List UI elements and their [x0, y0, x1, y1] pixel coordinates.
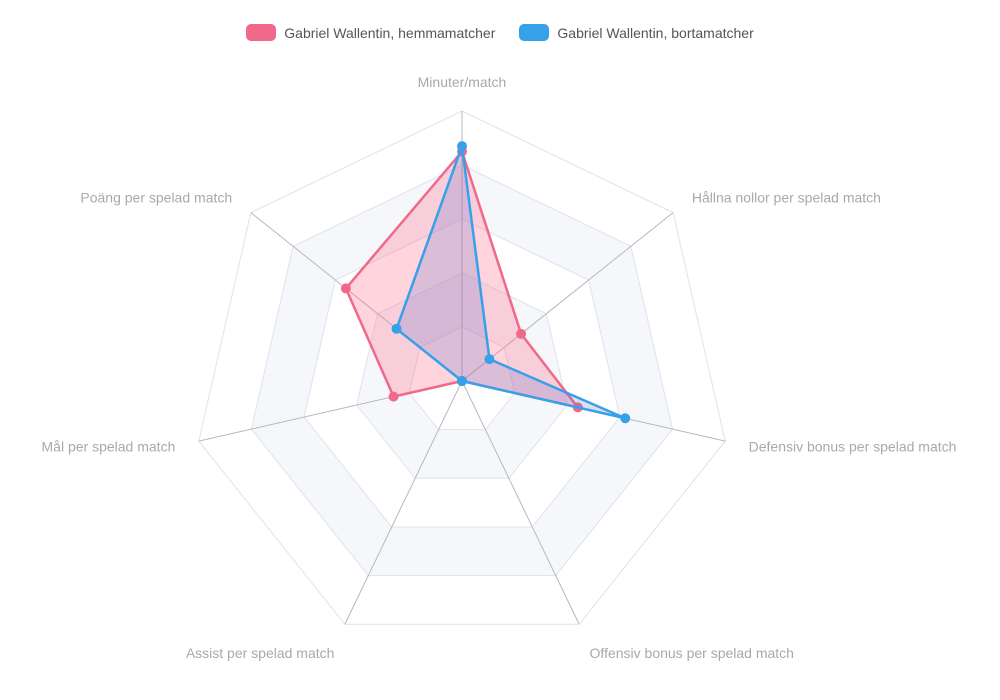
data-point	[457, 141, 467, 152]
axis-label: Assist per spelad match	[186, 645, 335, 661]
axis-spoke	[461, 380, 580, 625]
data-point	[391, 323, 402, 334]
legend-item-home[interactable]: Gabriel Wallentin, hemmamatcher	[240, 24, 501, 41]
axis-label: Hållna nollor per spelad match	[692, 190, 881, 206]
legend-item-away[interactable]: Gabriel Wallentin, bortamatcher	[513, 24, 759, 41]
data-point	[340, 283, 351, 294]
axis-label: Poäng per spelad match	[80, 190, 232, 206]
axis-spoke	[461, 212, 674, 382]
series-area-1	[395, 144, 627, 420]
data-point	[484, 354, 495, 365]
data-point	[620, 413, 631, 424]
legend-label-home: Gabriel Wallentin, hemmamatcher	[284, 24, 496, 41]
axis-label: Mål per spelad match	[42, 438, 176, 454]
axis-label: Offensiv bonus per spelad match	[590, 645, 794, 661]
axis-label: Defensiv bonus per spelad match	[749, 438, 957, 454]
legend-swatch-away	[519, 24, 550, 41]
axis-label: Minuter/match	[418, 74, 507, 90]
data-point	[457, 376, 467, 386]
axis-spoke	[344, 380, 463, 625]
legend-label-away: Gabriel Wallentin, bortamatcher	[557, 24, 754, 41]
data-point	[516, 328, 527, 339]
data-point	[388, 391, 399, 402]
legend: Gabriel Wallentin, hemmamatcher Gabriel …	[0, 24, 1000, 41]
legend-swatch-home	[246, 24, 277, 41]
